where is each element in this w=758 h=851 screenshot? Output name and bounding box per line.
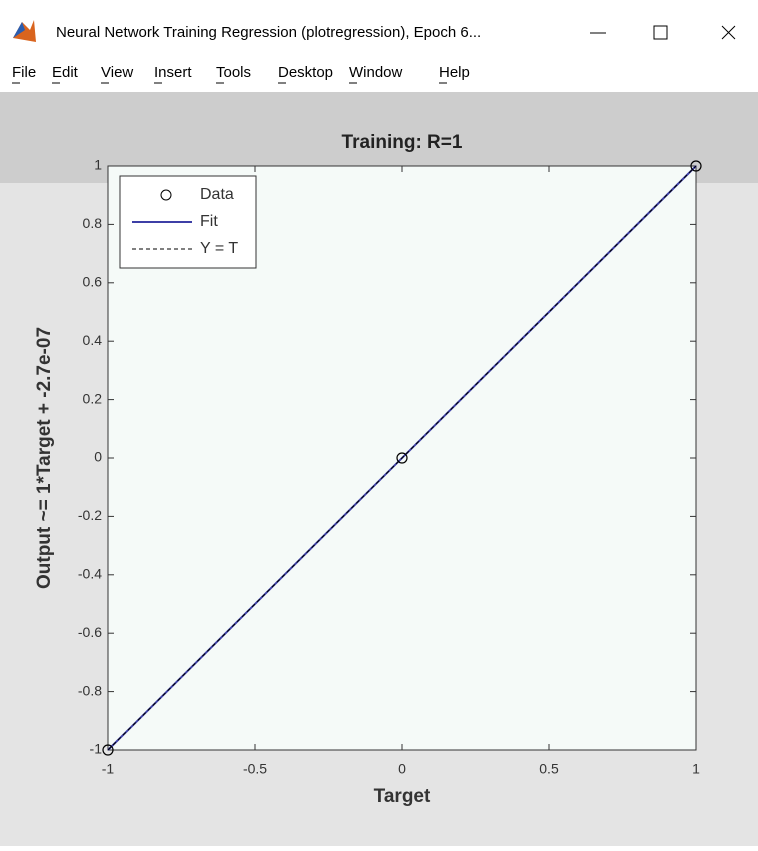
x-tick-label: -0.5 — [243, 761, 267, 777]
y-tick-label: 1 — [94, 157, 102, 173]
y-tick-label: -0.2 — [78, 507, 102, 523]
x-tick-label: -1 — [102, 761, 115, 777]
y-tick-label: 0.8 — [83, 215, 103, 231]
legend-label: Y = T — [200, 240, 238, 257]
y-tick-label: 0.4 — [83, 332, 103, 348]
legend-label: Fit — [200, 213, 218, 230]
menu-item[interactable]: Window — [349, 64, 403, 81]
legend: Data Fit Y = T — [120, 176, 256, 268]
y-tick-label: -0.8 — [78, 682, 102, 698]
menu-item[interactable]: File — [12, 64, 36, 81]
menu-item[interactable]: Edit — [52, 64, 79, 81]
menu-item[interactable]: Tools — [216, 64, 251, 81]
legend-label: Data — [200, 186, 234, 203]
menu-item[interactable]: Insert — [154, 64, 192, 81]
menu-item[interactable]: Help — [439, 64, 470, 81]
x-axis-label: Target — [374, 786, 431, 807]
menu-item[interactable]: Desktop — [278, 64, 333, 81]
menu-item[interactable]: View — [101, 64, 133, 81]
y-tick-label: 0 — [94, 449, 102, 465]
y-tick-label: 0.6 — [83, 274, 103, 290]
y-tick-label: -0.6 — [78, 624, 102, 640]
x-tick-label: 0 — [398, 761, 406, 777]
y-tick-label: -1 — [90, 741, 103, 757]
x-tick-label: 1 — [692, 761, 700, 777]
y-axis-label: Output ~= 1*Target + -2.7e-07 — [34, 327, 55, 589]
chart-title: Training: R=1 — [342, 132, 463, 153]
page: Neural Network Training Regression (plot… — [0, 0, 758, 851]
window-title: Neural Network Training Regression (plot… — [56, 24, 481, 41]
window: Neural Network Training Regression (plot… — [0, 0, 758, 846]
y-tick-label: -0.4 — [78, 566, 102, 582]
x-tick-label: 0.5 — [539, 761, 559, 777]
y-tick-label: 0.2 — [83, 390, 103, 406]
